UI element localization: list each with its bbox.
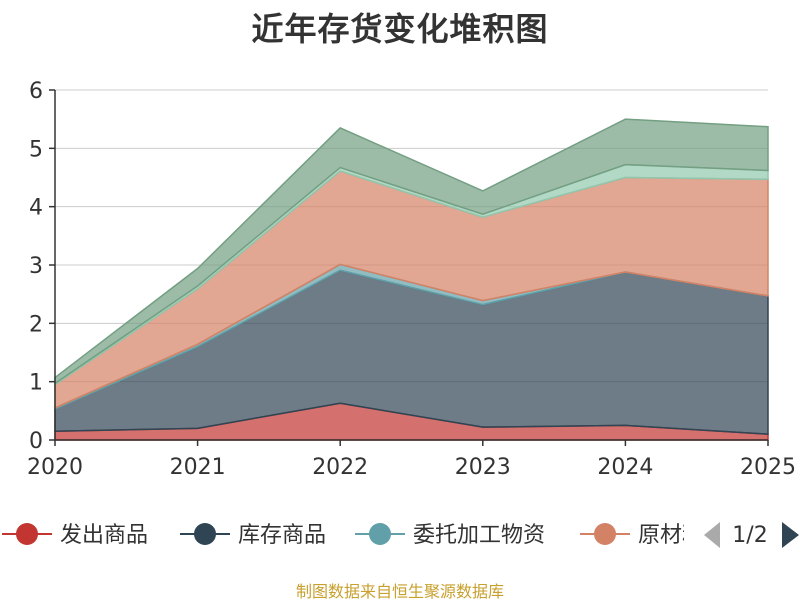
next-page-icon[interactable] <box>782 522 799 548</box>
x-tick-label: 2023 <box>455 455 511 480</box>
legend-marker <box>16 523 38 545</box>
y-tick-label: 2 <box>29 312 43 337</box>
x-tick-label: 2020 <box>27 455 83 480</box>
y-tick-label: 6 <box>29 79 43 104</box>
x-tick-label: 2022 <box>312 455 368 480</box>
legend-item[interactable]: 委托加工物资 <box>355 523 545 548</box>
x-tick-label: 2021 <box>170 455 226 480</box>
legend-marker <box>369 523 391 545</box>
area-series <box>54 118 769 441</box>
x-tick-label: 2024 <box>597 455 653 480</box>
legend-marker <box>194 523 216 545</box>
legend-items: 发出商品 库存商品 委托加工物资 原材料 <box>2 523 704 548</box>
y-tick-label: 4 <box>29 196 43 221</box>
area-series-5 <box>54 118 769 385</box>
source-note: 制图数据来自恒生聚源数据库 <box>295 582 504 601</box>
legend-item[interactable]: 原材料 <box>580 523 704 548</box>
legend-label: 委托加工物资 <box>413 523 545 548</box>
legend-label: 发出商品 <box>60 523 148 548</box>
prev-page-icon[interactable] <box>704 522 720 548</box>
legend-marker <box>594 523 616 545</box>
chart-title: 近年存货变化堆积图 <box>251 10 549 48</box>
legend-item[interactable]: 库存商品 <box>180 523 326 548</box>
y-tick-label: 3 <box>29 254 43 279</box>
y-tick-label: 5 <box>29 137 43 162</box>
legend[interactable]: 发出商品 库存商品 委托加工物资 原材料 1/2 <box>2 522 799 548</box>
axes: 0 1 2 3 4 5 6 2020 2021 2022 2023 2024 2025 <box>27 79 796 480</box>
legend-label: 库存商品 <box>238 523 326 548</box>
legend-label: 原材料 <box>638 523 704 548</box>
x-tick-label: 2025 <box>740 455 796 480</box>
y-tick-label: 0 <box>29 429 43 454</box>
y-tick-label: 1 <box>29 371 43 396</box>
legend-page-indicator: 1/2 <box>732 523 767 548</box>
legend-item[interactable]: 发出商品 <box>2 523 148 548</box>
